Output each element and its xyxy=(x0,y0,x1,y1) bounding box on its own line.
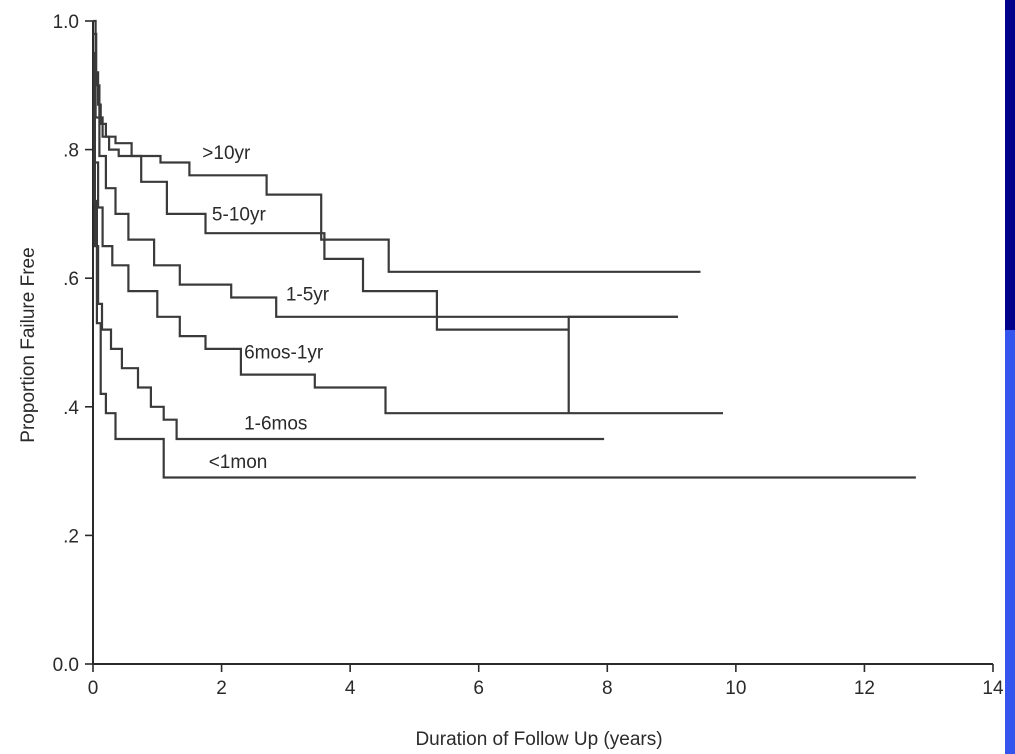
series-label: >10yr xyxy=(202,143,251,164)
x-tick-label: 4 xyxy=(345,678,356,699)
survival-curve xyxy=(93,71,678,318)
y-tick-label: .2 xyxy=(63,526,79,547)
series-label: <1mon xyxy=(209,452,268,473)
series-labels: >10yr 5-10yr 1-5yr 6mos-1yr 1-6mos <1mon xyxy=(202,143,330,473)
series-label: 5-10yr xyxy=(212,204,267,225)
x-axis-ticks: 0 2 4 6 8 10 12 14 xyxy=(88,664,1004,699)
slide-accent-right-strip xyxy=(1005,330,1015,754)
x-axis-title: Duration of Follow Up (years) xyxy=(415,729,662,750)
survival-curve xyxy=(93,51,916,479)
survival-curve xyxy=(93,109,723,415)
y-axis-title: Proportion Failure Free xyxy=(18,247,39,442)
x-tick-label: 10 xyxy=(725,678,746,699)
survival-curves xyxy=(93,19,916,479)
series-label: 6mos-1yr xyxy=(244,343,324,364)
x-tick-label: 14 xyxy=(982,678,1004,699)
y-tick-label: .6 xyxy=(63,269,79,290)
series-label: 1-5yr xyxy=(286,285,330,306)
survival-curve xyxy=(93,19,701,273)
y-tick-label: .4 xyxy=(63,398,79,419)
y-tick-label: 1.0 xyxy=(53,12,79,33)
x-tick-label: 12 xyxy=(854,678,875,699)
x-tick-label: 6 xyxy=(473,678,484,699)
x-tick-label: 8 xyxy=(602,678,613,699)
x-tick-label: 2 xyxy=(216,678,227,699)
y-tick-label: 0.0 xyxy=(53,655,79,676)
survival-curve xyxy=(93,161,605,441)
x-tick-label: 0 xyxy=(88,678,99,699)
chart-axes xyxy=(92,21,993,665)
survival-curve xyxy=(93,32,678,414)
series-label: 1-6mos xyxy=(244,413,307,434)
y-axis-ticks: 0.0 .2 .4 .6 .8 1.0 xyxy=(53,12,93,676)
y-tick-label: .8 xyxy=(63,141,79,162)
